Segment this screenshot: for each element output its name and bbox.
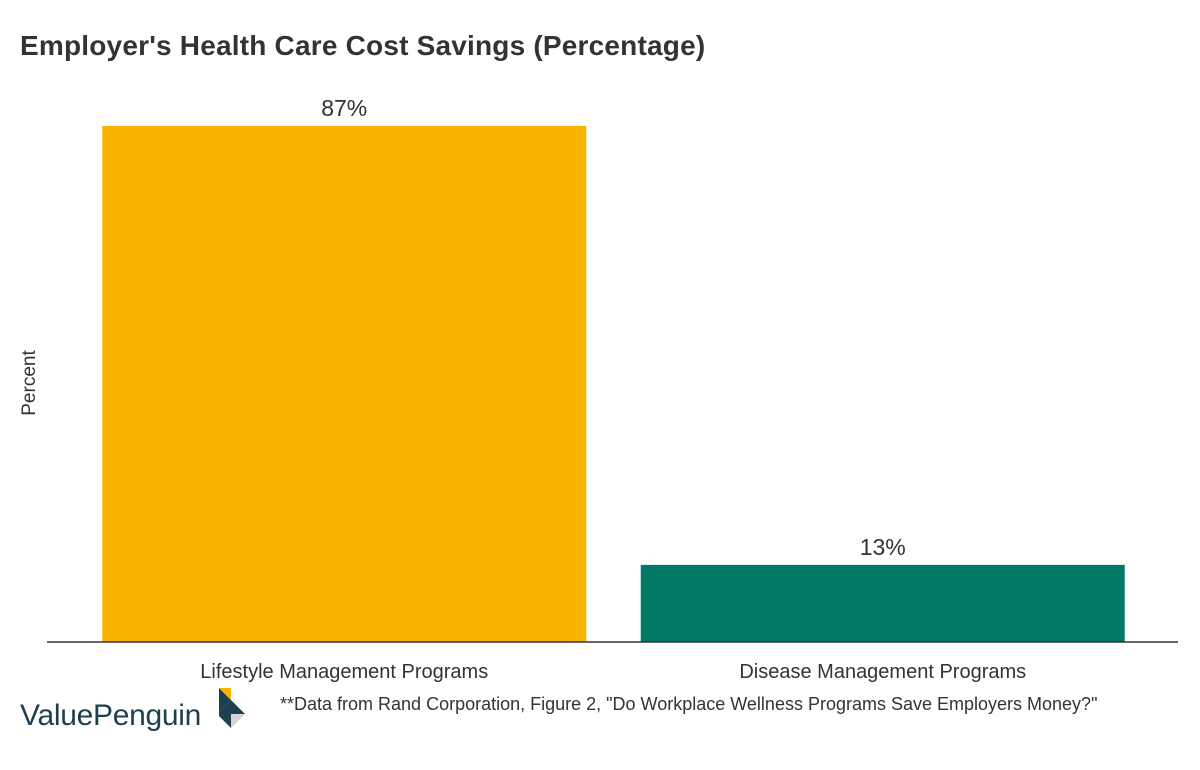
chart-title: Employer's Health Care Cost Savings (Per…: [20, 30, 706, 61]
category-label: Disease Management Programs: [739, 661, 1026, 683]
bars-group: 87% Lifestyle Management Programs 13% Disea…: [102, 95, 1125, 683]
source-note: **Data from Rand Corporation, Figure 2, …: [280, 694, 1098, 714]
bar-chart: 87% Lifestyle Management Programs 13% Disea…: [47, 95, 1178, 683]
bar-value-label: 13%: [860, 534, 906, 560]
bar-lifestyle: [102, 126, 587, 642]
logo-text: ValuePenguin: [20, 699, 201, 732]
bar-disease: [640, 564, 1125, 642]
valuepenguin-logo-icon: [219, 688, 245, 728]
valuepenguin-logo: ValuePenguin: [20, 688, 247, 734]
category-label: Lifestyle Management Programs: [200, 661, 488, 683]
bar-value-label: 87%: [321, 95, 367, 121]
